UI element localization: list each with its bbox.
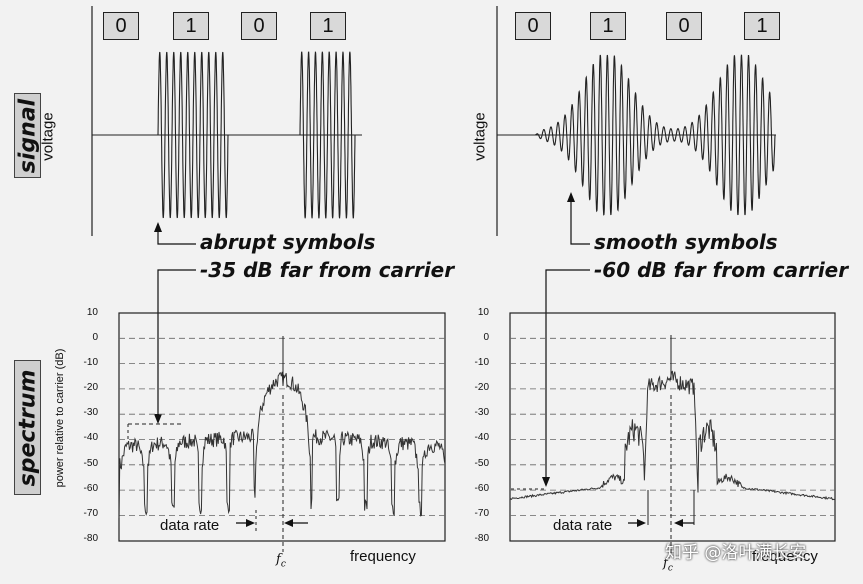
left-data-rate-arrowhead-a: [246, 519, 255, 527]
ytick-label: -80: [83, 533, 98, 544]
right-frequency-label: frequency: [752, 548, 818, 565]
left-level-arrowhead: [154, 414, 162, 424]
ytick-label: -40: [83, 432, 98, 443]
ytick-label: 0: [92, 332, 98, 343]
smooth-pointer-line: [570, 196, 590, 245]
ytick-label: 0: [483, 332, 489, 343]
smooth-pointer-arrowhead: [567, 192, 575, 202]
bit-box: 0: [241, 12, 277, 40]
ytick-label: -40: [474, 432, 489, 443]
bit-box: 1: [310, 12, 346, 40]
left-level-pointer-line: [157, 269, 196, 420]
bit-box: 1: [744, 12, 780, 40]
bit-box: 0: [103, 12, 139, 40]
right-data-rate-arrowhead-b: [674, 519, 683, 527]
left-spectrum-grid: [119, 337, 445, 516]
abrupt-signal-waveform: [157, 51, 356, 219]
smooth-signal-waveform: [497, 54, 776, 216]
right-spectrum-frame: [509, 312, 836, 542]
abrupt-pointer-line: [157, 224, 196, 245]
ytick-label: -50: [474, 458, 489, 469]
bit-box: 1: [173, 12, 209, 40]
ytick-label: -50: [83, 458, 98, 469]
ytick-label: -30: [474, 407, 489, 418]
bit-box: 1: [590, 12, 626, 40]
right-data-rate-arrowhead-a: [637, 519, 646, 527]
right-level-pointer-line: [545, 269, 590, 482]
left-data-rate-label: data rate: [160, 517, 220, 534]
ytick-label: -30: [83, 407, 98, 418]
right-level-callout: -60 dB far from carrier: [594, 258, 849, 282]
left-spectrum-frame: [118, 312, 446, 542]
watermark-text: 知乎 @洛叶满长安: [665, 543, 807, 563]
ytick-label: 10: [477, 307, 489, 318]
ytick-label: -10: [83, 357, 98, 368]
abrupt-spectrum-curve: [118, 371, 446, 518]
ytick-label: -20: [474, 382, 489, 393]
spectrum-section-tag: spectrum: [14, 360, 41, 495]
smooth-symbols-callout: smooth symbols: [594, 230, 778, 254]
left-carrier-label: fc: [276, 552, 286, 570]
ytick-label: -20: [83, 382, 98, 393]
ytick-label: -80: [474, 533, 489, 544]
ytick-label: -70: [474, 508, 489, 519]
bit-box: 0: [666, 12, 702, 40]
ytick-label: -60: [474, 483, 489, 494]
ytick-label: -60: [83, 483, 98, 494]
right-carrier-label: fc: [663, 556, 673, 574]
left-level-callout: -35 dB far from carrier: [200, 258, 455, 282]
signal-section-tag: signal: [14, 93, 41, 178]
bit-box: 0: [515, 12, 551, 40]
abrupt-pointer-arrowhead: [154, 222, 162, 232]
ytick-label: 10: [86, 307, 98, 318]
smooth-spectrum-curve: [509, 370, 836, 501]
ytick-label: -70: [83, 508, 98, 519]
left-frequency-label: frequency: [350, 548, 416, 565]
abrupt-symbols-callout: abrupt symbols: [200, 230, 376, 254]
right-level-arrowhead: [542, 477, 550, 487]
left-data-rate-arrowhead-b: [284, 519, 293, 527]
right-spectrum-grid: [510, 337, 835, 516]
ytick-label: -10: [474, 357, 489, 368]
right-data-rate-label: data rate: [553, 517, 613, 534]
